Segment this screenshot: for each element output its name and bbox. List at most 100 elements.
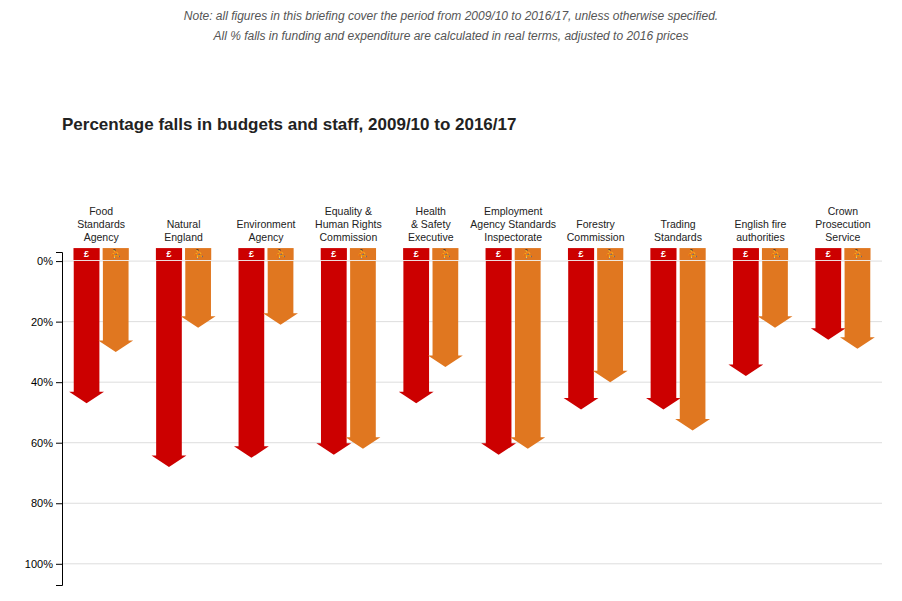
- tick-mark: [56, 503, 62, 504]
- note: Note: all figures in this briefing cover…: [184, 9, 718, 23]
- bar-arrow: [728, 261, 763, 376]
- series-icon-label: ⛹: [522, 248, 533, 259]
- tick-mark: [56, 443, 62, 444]
- bar-arrow: [399, 261, 434, 403]
- grid-line: [62, 503, 882, 504]
- series-icon-label: £: [84, 249, 89, 259]
- category-label-line: Food: [89, 205, 113, 217]
- series-icon-label: £: [826, 249, 831, 259]
- series-icon: [515, 248, 541, 260]
- series-icon: [185, 248, 211, 260]
- bar-arrow: [181, 261, 216, 328]
- bar-arrow: [152, 261, 187, 467]
- tick-label: 0%: [37, 255, 53, 267]
- bar-arrow: [593, 261, 628, 382]
- series-icon-label: £: [414, 249, 419, 259]
- category-label-line: Equality &: [325, 205, 372, 217]
- series-icon: [650, 248, 676, 260]
- series-icon: [103, 248, 129, 260]
- title: Percentage falls in budgets and staff, 2…: [62, 115, 516, 134]
- grid-line: [62, 321, 882, 322]
- tick-label: 40%: [31, 376, 53, 388]
- series-icon-label: ⛹: [110, 248, 121, 259]
- grid-line: [62, 382, 882, 383]
- series-icon-label: £: [496, 249, 501, 259]
- series: [98, 261, 875, 449]
- series-icon: [486, 248, 512, 260]
- grid-line: [62, 261, 882, 262]
- category-label-line: Crown: [828, 205, 859, 217]
- series-icon: [267, 248, 293, 260]
- series-icon: [238, 248, 264, 260]
- chart: Note: all figures in this briefing cover…: [0, 0, 902, 601]
- series-icon-label: ⛹: [275, 248, 286, 259]
- grid-line: [62, 563, 882, 564]
- category-label-line: Forestry: [576, 218, 615, 230]
- bar-arrow: [675, 261, 710, 431]
- tick: 0%: [37, 255, 62, 267]
- series-icon-label: £: [743, 249, 748, 259]
- category-label: Health& SafetyExecutive: [408, 205, 454, 243]
- category-label-line: Environment: [236, 218, 295, 230]
- series-icon-label: ⛹: [357, 248, 368, 259]
- series-icon-label: ⛹: [852, 248, 863, 259]
- tick: 40%: [31, 376, 62, 388]
- bar-arrow: [758, 261, 793, 328]
- series-icon: [815, 248, 841, 260]
- bar-arrow: [811, 261, 846, 340]
- category-label-line: Executive: [408, 231, 454, 243]
- tick-mark: [56, 564, 62, 565]
- bar-arrow: [510, 261, 545, 449]
- series-icon: [350, 248, 376, 260]
- tick-mark: [56, 322, 62, 323]
- category-label-line: & Safety: [411, 218, 451, 230]
- bar-arrow: [428, 261, 463, 367]
- bar-arrow: [263, 261, 298, 325]
- category-label: TradingStandards: [654, 218, 702, 243]
- series-icon: [597, 248, 623, 260]
- tick: 20%: [31, 316, 62, 328]
- grid-line: [62, 442, 882, 443]
- bar-arrow: [646, 261, 681, 409]
- bar-arrow: [98, 261, 133, 352]
- bar-arrow: [564, 261, 599, 409]
- category-label-line: Trading: [660, 218, 695, 230]
- series-icon-label: £: [331, 249, 336, 259]
- axis-line: [56, 253, 63, 586]
- bar-arrow: [840, 261, 875, 349]
- series-icon-label: £: [579, 249, 584, 259]
- category-label: English fireauthorities: [734, 218, 786, 243]
- category-label-line: English fire: [734, 218, 786, 230]
- category-label-line: Service: [825, 231, 860, 243]
- category-label-line: Natural: [167, 218, 201, 230]
- category-label-line: authorities: [736, 231, 784, 243]
- category-label: CrownProsecutionService: [815, 205, 871, 243]
- grid: [62, 261, 882, 564]
- series-icon: [321, 248, 347, 260]
- category-label-line: Prosecution: [815, 218, 871, 230]
- y-axis: 0%20%40%60%80%100%: [25, 253, 63, 586]
- category-label: EmploymentAgency StandardsInspectorate: [470, 205, 556, 243]
- series-icon-label: ⛹: [770, 248, 781, 259]
- series-icon-label: ⛹: [440, 248, 451, 259]
- tick-label: 80%: [31, 497, 53, 509]
- tick-label: 60%: [31, 437, 53, 449]
- bar-arrow: [481, 261, 516, 455]
- icons: £⛹£⛹£⛹£⛹£⛹£⛹£⛹£⛹£⛹£⛹: [73, 248, 870, 260]
- tick-mark: [56, 261, 62, 262]
- category-label-line: Standards: [77, 218, 125, 230]
- series-icon: [762, 248, 788, 260]
- bar-arrow: [69, 261, 104, 403]
- category-label: FoodStandardsAgency: [77, 205, 125, 243]
- category-label-line: Agency: [248, 231, 284, 243]
- series-icon-label: ⛹: [605, 248, 616, 259]
- series-icon: [403, 248, 429, 260]
- tick-mark: [56, 382, 62, 383]
- series-icon-label: ⛹: [193, 248, 204, 259]
- category-label: NaturalEngland: [164, 218, 203, 243]
- category-label: EnvironmentAgency: [236, 218, 295, 243]
- bar-arrow: [346, 261, 381, 449]
- tick: 60%: [31, 437, 62, 449]
- bar-arrow: [234, 261, 269, 458]
- category-label-line: Commission: [567, 231, 625, 243]
